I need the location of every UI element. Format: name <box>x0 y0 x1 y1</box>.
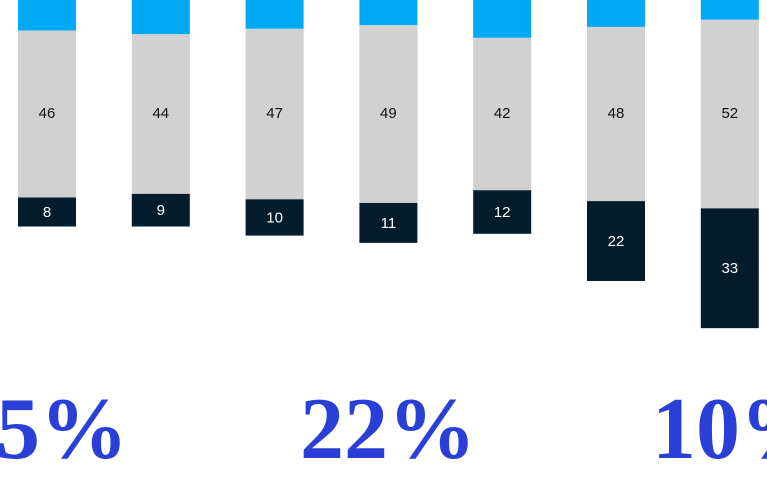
data-label: 48 <box>608 105 625 122</box>
bar-segment <box>245 0 304 29</box>
bar-segment <box>131 193 190 227</box>
data-label: 46 <box>39 105 56 122</box>
bar-segment <box>18 30 76 198</box>
data-label: 42 <box>494 105 511 122</box>
bar-segment <box>245 199 304 236</box>
data-label: 52 <box>721 105 738 122</box>
bar-segment <box>587 26 645 202</box>
data-label: 12 <box>494 204 511 221</box>
data-label: 11 <box>381 215 397 232</box>
stat-value: 35% <box>0 381 128 478</box>
bar-segment <box>245 28 304 200</box>
data-label: 9 <box>157 202 165 219</box>
bar-segment <box>131 0 190 35</box>
bar-segment <box>587 201 645 281</box>
data-label: 47 <box>266 105 283 122</box>
bar-segment <box>473 37 532 191</box>
bar-segment <box>700 0 759 20</box>
bar-segment <box>359 25 418 203</box>
bar-segment <box>473 0 532 38</box>
bar-segment <box>473 190 532 234</box>
stat-value: 22% <box>300 381 476 478</box>
bar-segment <box>700 19 759 209</box>
bar-segment <box>587 0 645 27</box>
data-label: 10 <box>266 209 283 226</box>
bar-segment <box>18 0 76 31</box>
bar-segment <box>359 202 418 243</box>
bar-segment <box>359 0 418 26</box>
bar-segment <box>700 208 759 329</box>
data-label: 22 <box>608 233 625 250</box>
data-label: 49 <box>380 105 397 122</box>
data-label: 44 <box>152 105 169 122</box>
bar-segment <box>131 34 190 194</box>
bar-segment <box>18 197 76 227</box>
stat-value: 10% <box>652 381 767 478</box>
data-label: 33 <box>721 260 738 277</box>
data-label: 8 <box>43 204 51 221</box>
